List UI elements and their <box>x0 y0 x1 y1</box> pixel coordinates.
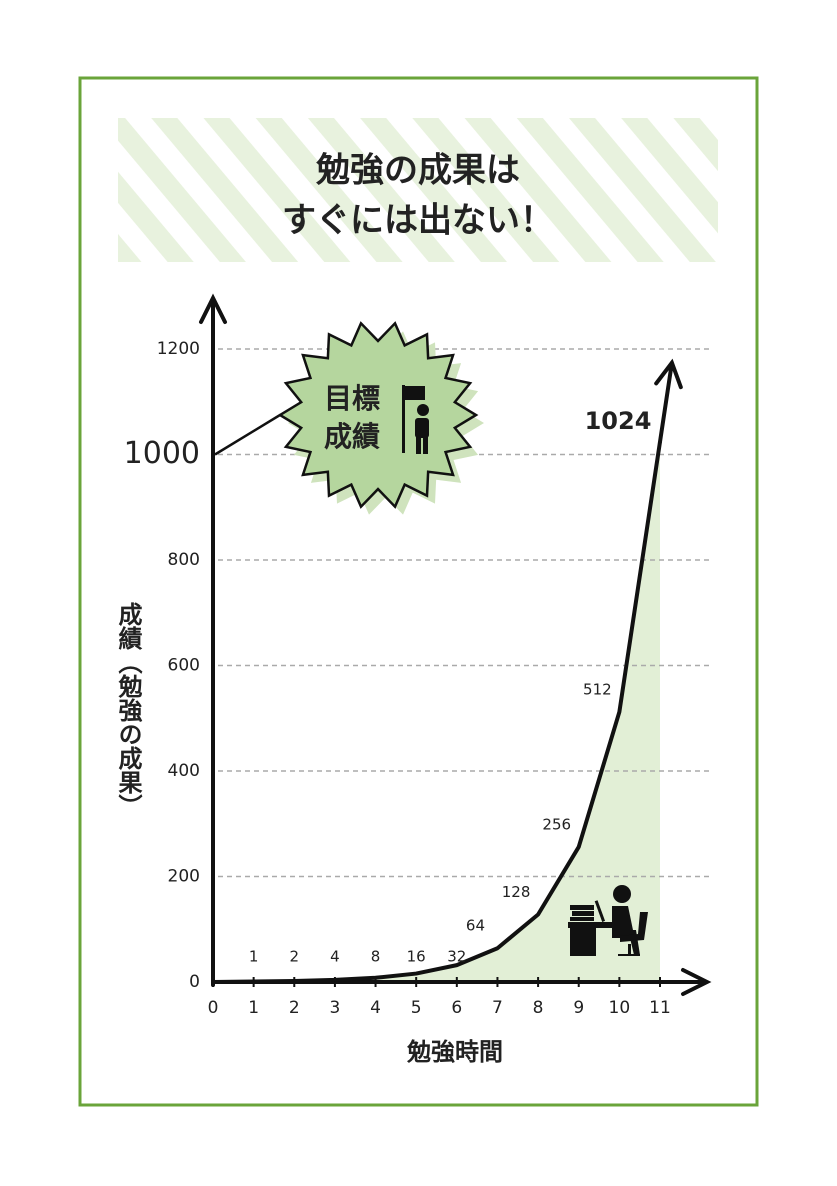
data-label: 256 <box>542 815 571 833</box>
study-icon <box>568 885 648 956</box>
x-tick-label: 8 <box>533 998 544 1018</box>
y-tick-label: 1200 <box>157 339 200 359</box>
y-tick-label: 400 <box>168 761 200 781</box>
y-tick-label: 1000 <box>124 436 200 471</box>
x-tick-label: 6 <box>451 998 462 1018</box>
data-label: 2 <box>289 948 299 966</box>
data-label: 32 <box>447 948 466 966</box>
y-axis-label: 成績（勉強の成果） <box>114 602 143 818</box>
x-tick-label: 4 <box>370 998 381 1018</box>
x-tick-label: 2 <box>289 998 300 1018</box>
x-axis-label: 勉強時間 <box>406 1038 503 1066</box>
chart-title: すぐには出ない！ <box>282 201 554 241</box>
data-label: 8 <box>371 948 381 966</box>
callout-text: 成績 <box>324 420 380 453</box>
y-tick-label: 200 <box>168 867 200 887</box>
line-arrow <box>654 358 683 444</box>
chart-title: 勉強の成果は <box>316 151 520 191</box>
data-label: 4 <box>330 948 340 966</box>
data-label: 1 <box>249 948 259 966</box>
x-tick-label: 11 <box>649 998 671 1018</box>
x-tick-label: 0 <box>208 998 219 1018</box>
flag-icon <box>402 385 429 454</box>
x-tick-label: 9 <box>573 998 584 1018</box>
data-label: 512 <box>583 680 612 698</box>
y-tick-label: 600 <box>168 656 200 676</box>
x-tick-label: 1 <box>248 998 259 1018</box>
callout: 目標 成績 <box>214 321 484 515</box>
title-band <box>118 118 718 262</box>
data-label: 128 <box>502 883 531 901</box>
x-tick-label: 10 <box>609 998 631 1018</box>
data-label: 16 <box>407 948 426 966</box>
data-label: 64 <box>466 917 485 935</box>
callout-text: 目標 <box>324 382 380 415</box>
x-tick-label: 3 <box>329 998 340 1018</box>
data-label: 1024 <box>585 407 652 435</box>
y-tick-label: 0 <box>189 972 200 992</box>
line <box>212 441 662 984</box>
y-axis <box>199 293 227 987</box>
x-tick-label: 5 <box>411 998 422 1018</box>
y-tick-label: 800 <box>168 550 200 570</box>
x-tick-label: 7 <box>492 998 503 1018</box>
